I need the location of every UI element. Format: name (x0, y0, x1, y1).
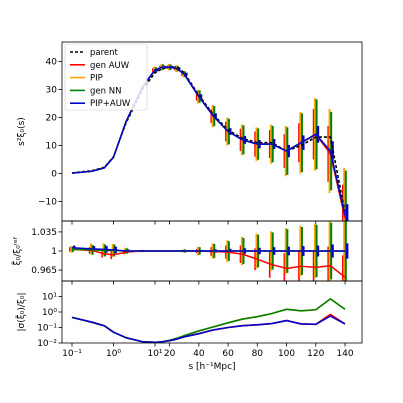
series-line-pip-auw (71, 246, 345, 252)
y-tick-label: 1 (51, 247, 57, 257)
y-tick-label: 10¹ (42, 293, 57, 303)
x-tick-label: 20 (164, 349, 176, 359)
legend-label: PIP (90, 74, 103, 84)
x-tick-label: 100 (278, 349, 295, 359)
plot-area-middle (69, 221, 349, 281)
x-axis-label: s [h⁻¹Mpc] (188, 362, 235, 372)
panel-middle: 0.965 1 1.035 ξ̃₀/ξ₀ʳᵉᶠ (11, 220, 363, 285)
y-tick-label: 40 (46, 58, 58, 68)
x-tick-label: 140 (336, 349, 353, 359)
series-line-pip (71, 298, 346, 343)
y-axis-label: |σ(ξ̃₀)/ξ₀| (15, 292, 27, 331)
y-tick-label: 1.035 (31, 228, 57, 238)
legend-label: parent (90, 48, 119, 58)
x-tick-label: 10⁰ (106, 349, 121, 359)
y-tick-label: 10⁻¹ (37, 324, 57, 334)
y-tick-label: 0 (51, 169, 57, 179)
y-tick-label: 0.965 (31, 266, 57, 276)
y-tick-label: 10 (46, 141, 58, 151)
y-tick-label: 10⁰ (42, 308, 57, 318)
y-tick-label: 20 (46, 114, 58, 124)
axes-frame-bottom (61, 280, 363, 344)
series-line-parent (71, 66, 346, 213)
y-tick-label: −10 (38, 197, 57, 207)
x-tick-label: 40 (193, 349, 205, 359)
legend-label: gen NN (90, 86, 121, 96)
x-tick-label: 60 (222, 349, 234, 359)
legend-box (64, 43, 148, 111)
y-tick-label: 30 (46, 86, 58, 96)
legend: parent gen AUW PIP gen NN PIP+AUW (64, 43, 148, 111)
x-tick-label: 120 (307, 349, 324, 359)
y-axis-label: ξ̃₀/ξ₀ʳᵉᶠ (11, 236, 23, 265)
y-tick-label: 10⁻² (37, 339, 57, 349)
legend-label: PIP+AUW (90, 99, 131, 109)
series-line-pip-auw (71, 315, 346, 343)
y-axis-label: s²ξ₀(s) (17, 117, 27, 146)
legend-label: gen AUW (90, 61, 130, 71)
plot-area-top (71, 63, 349, 221)
series-line-gen-nn (71, 298, 346, 343)
plot-area-bottom (71, 298, 346, 343)
panel-top: −10 0 10 20 30 40 s²ξ₀(s) parent gen AUW PIP gen N… (17, 41, 363, 225)
x-tick-label: 10¹ (147, 349, 162, 359)
x-tick-label: 10⁻¹ (62, 349, 82, 359)
series-line-pip-auw (71, 66, 346, 216)
x-tick-label: 80 (252, 349, 264, 359)
